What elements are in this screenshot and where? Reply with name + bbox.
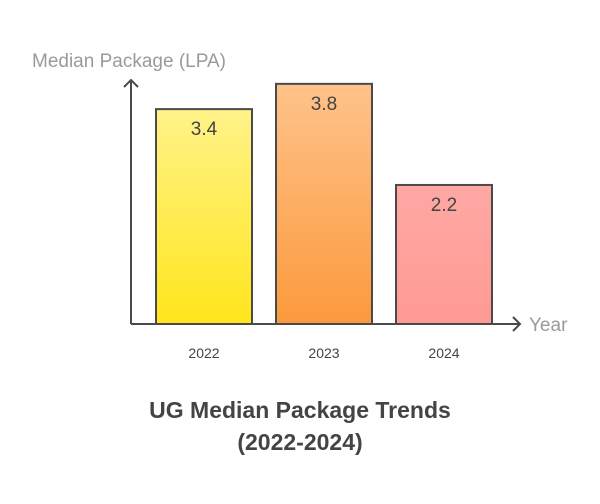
bar-2024 xyxy=(395,183,493,325)
data-label-2023: 3.8 xyxy=(311,94,337,115)
bar-2023 xyxy=(275,82,373,325)
data-label-2022: 3.4 xyxy=(191,119,218,140)
data-label-2024: 2.2 xyxy=(431,195,457,216)
chart-title: UG Median Package Trends (2022-2024) xyxy=(149,397,451,455)
x-axis-label: Year xyxy=(529,315,568,336)
x-tick-label: 2022 xyxy=(188,345,219,361)
x-tick-label: 2023 xyxy=(308,345,339,361)
x-axis-arrow xyxy=(512,316,522,332)
bar-2022 xyxy=(155,108,253,326)
y-axis-label: Median Package (LPA) xyxy=(32,51,226,72)
y-axis-arrow xyxy=(123,78,139,88)
x-tick-label: 2024 xyxy=(428,345,459,361)
